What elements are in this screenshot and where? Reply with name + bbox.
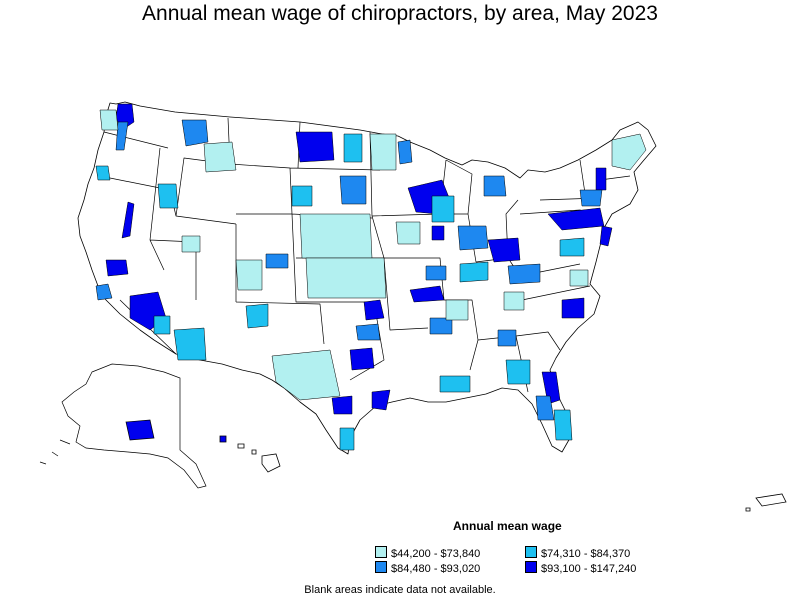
legend-label-highest: $93,100 - $147,240	[541, 563, 637, 575]
puerto-rico	[745, 493, 787, 512]
legend-swatch-lower-middle	[525, 546, 537, 558]
hawaii	[219, 435, 281, 473]
legend-label-lower-middle: $74,310 - $84,370	[541, 548, 631, 560]
map-title: Annual mean wage of chiropractors, by ar…	[142, 2, 658, 25]
legend-item-upper-middle: $84,480 - $93,020	[375, 561, 480, 575]
areas-upper-middle	[95, 119, 603, 421]
legend-item-lowest: $44,200 - $73,840	[375, 546, 480, 560]
legend-title: Annual mean wage	[453, 519, 562, 533]
legend-item-lower-middle: $74,310 - $84,370	[525, 546, 630, 560]
legend-item-highest: $93,100 - $147,240	[525, 561, 636, 575]
legend-swatch-highest	[525, 561, 537, 573]
alaska	[39, 363, 207, 489]
areas-lowest	[99, 109, 647, 401]
legend-swatch-lowest	[375, 546, 387, 558]
legend-label-upper-middle: $84,480 - $93,020	[391, 563, 481, 575]
footnote: Blank areas indicate data not available.	[304, 584, 496, 596]
legend-swatch-upper-middle	[375, 561, 387, 573]
legend-label-lowest: $44,200 - $73,840	[391, 548, 481, 560]
areas-lower-middle	[95, 133, 585, 451]
